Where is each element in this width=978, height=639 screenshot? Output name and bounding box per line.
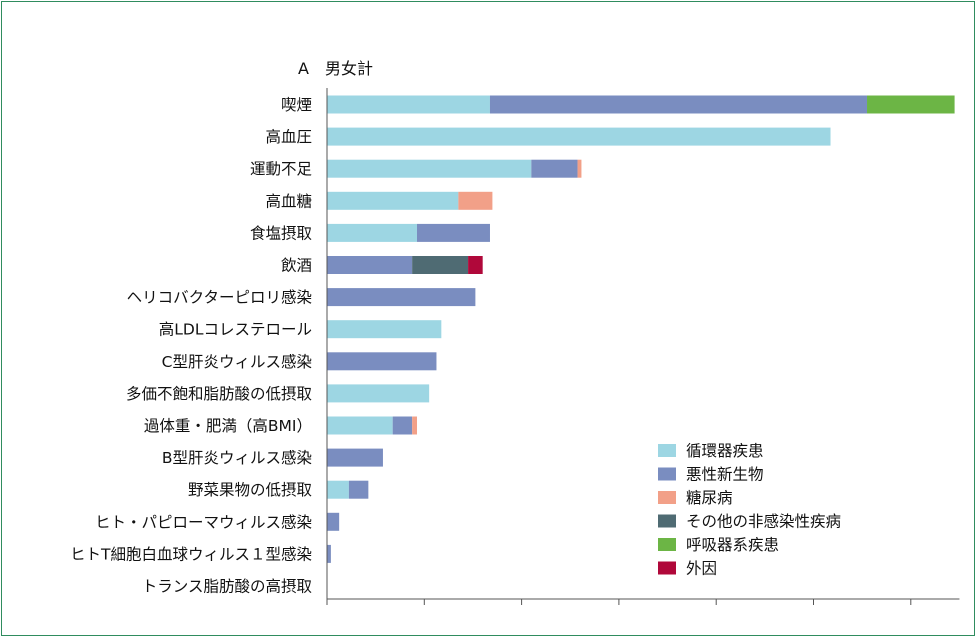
category-label: 野菜果物の低摂取 [188, 481, 312, 499]
bar-segment [327, 95, 490, 114]
bar-segment [392, 416, 413, 435]
bar-segment [327, 223, 418, 242]
category-labels: 喫煙高血圧運動不足高血糖食塩摂取飲酒ヘリコバクターピロリ感染高LDLコレステロー… [70, 96, 312, 596]
category-label: 飲酒 [281, 257, 312, 275]
bar-segment [327, 256, 413, 274]
category-label: C型肝炎ウィルス感染 [162, 353, 312, 371]
category-label: ヒト・パピローマウィルス感染 [95, 513, 312, 531]
legend-swatch [658, 444, 676, 457]
bar-segment [577, 159, 582, 178]
legend-label: 循環器疾患 [686, 442, 764, 460]
category-label: 食塩摂取 [250, 224, 312, 242]
bar-segment [327, 480, 349, 499]
bar-segment [327, 352, 437, 371]
category-label: 運動不足 [250, 160, 312, 178]
category-label: 過体重・肥満（高BMI） [144, 417, 312, 435]
bar-segment [327, 288, 476, 307]
bar-segment [327, 416, 393, 435]
category-label: 多価不飽和脂肪酸の低摂取 [126, 385, 312, 403]
legend-label: 呼吸器系疾患 [686, 536, 779, 554]
bar-segment [327, 320, 442, 339]
bar-segment [327, 159, 532, 178]
bar-segment [468, 256, 483, 274]
bar-segment [327, 384, 430, 403]
bar-segment [327, 127, 831, 146]
bar-segment [327, 544, 331, 563]
bars-group [327, 95, 955, 563]
category-label: 高血糖 [265, 192, 312, 210]
bar-segment [489, 95, 868, 114]
category-label: 喫煙 [281, 96, 312, 114]
category-label: トランス脂肪酸の高摂取 [142, 578, 312, 596]
legend-swatch [658, 538, 676, 551]
bar-segment [531, 159, 578, 178]
legend-label: 糖尿病 [686, 489, 733, 507]
category-label: ヒトT細胞白血球ウィルス１型感染 [70, 545, 312, 563]
legend-swatch [658, 561, 676, 575]
legend-swatch [658, 514, 676, 528]
chart-title: A 男女計 [298, 59, 373, 78]
bar-segment [327, 191, 459, 210]
legend-swatch [658, 491, 676, 504]
legend-label: その他の非感染性疾病 [686, 513, 841, 531]
bar-segment [867, 95, 955, 114]
category-label: 高血圧 [265, 128, 312, 146]
bar-segment [417, 223, 490, 242]
legend-label: 外因 [686, 560, 717, 578]
category-label: B型肝炎ウィルス感染 [162, 449, 312, 467]
bar-segment [458, 191, 493, 210]
legend-swatch [658, 467, 676, 481]
bar-segment [327, 512, 340, 531]
category-label: ヘリコバクターピロリ感染 [127, 289, 312, 307]
x-axis [326, 88, 960, 605]
bar-segment [348, 480, 369, 499]
bar-segment [412, 416, 418, 435]
category-label: 高LDLコレステロール [159, 321, 312, 339]
bar-segment [412, 256, 469, 274]
bar-segment [327, 448, 383, 467]
legend-label: 悪性新生物 [686, 466, 764, 484]
